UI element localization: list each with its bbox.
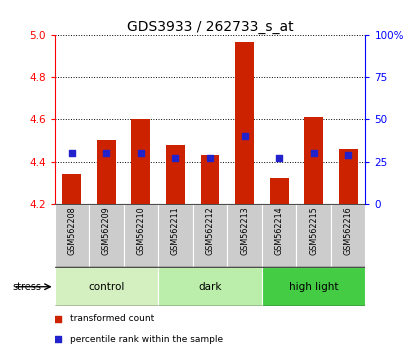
Bar xyxy=(227,204,262,267)
Point xyxy=(207,155,213,161)
Bar xyxy=(304,118,323,204)
Text: GSM562210: GSM562210 xyxy=(136,207,145,255)
Point xyxy=(68,150,75,156)
Point xyxy=(54,316,61,321)
Text: control: control xyxy=(88,282,125,292)
Bar xyxy=(262,204,297,267)
Bar xyxy=(63,174,81,204)
Text: transformed count: transformed count xyxy=(70,314,155,323)
Bar xyxy=(262,267,365,306)
Text: GSM562209: GSM562209 xyxy=(102,207,111,256)
Point xyxy=(310,150,317,156)
Text: GSM562208: GSM562208 xyxy=(67,207,76,255)
Text: dark: dark xyxy=(198,282,222,292)
Bar xyxy=(131,120,150,204)
Bar xyxy=(158,267,262,306)
Point xyxy=(276,155,282,161)
Bar xyxy=(193,204,227,267)
Text: GSM562216: GSM562216 xyxy=(344,207,353,255)
Bar xyxy=(331,204,365,267)
Bar xyxy=(158,204,193,267)
Bar xyxy=(166,145,185,204)
Text: percentile rank within the sample: percentile rank within the sample xyxy=(70,335,223,344)
Text: GSM562213: GSM562213 xyxy=(240,207,249,255)
Bar xyxy=(235,42,254,204)
Bar xyxy=(55,267,158,306)
Bar xyxy=(97,141,116,204)
Point xyxy=(345,152,352,158)
Text: stress: stress xyxy=(13,282,42,292)
Text: high light: high light xyxy=(289,282,339,292)
Text: GSM562212: GSM562212 xyxy=(205,207,215,256)
Point xyxy=(54,337,61,342)
Bar xyxy=(339,149,357,204)
Point xyxy=(103,150,110,156)
Bar xyxy=(297,204,331,267)
Point xyxy=(172,155,179,161)
Text: GSM562211: GSM562211 xyxy=(171,207,180,255)
Text: GSM562214: GSM562214 xyxy=(275,207,284,255)
Bar xyxy=(89,204,123,267)
Bar xyxy=(200,155,220,204)
Point xyxy=(138,150,144,156)
Bar xyxy=(55,204,89,267)
Bar xyxy=(270,178,289,204)
Title: GDS3933 / 262733_s_at: GDS3933 / 262733_s_at xyxy=(127,21,293,34)
Point xyxy=(241,133,248,139)
Text: GSM562215: GSM562215 xyxy=(309,207,318,256)
Bar xyxy=(123,204,158,267)
